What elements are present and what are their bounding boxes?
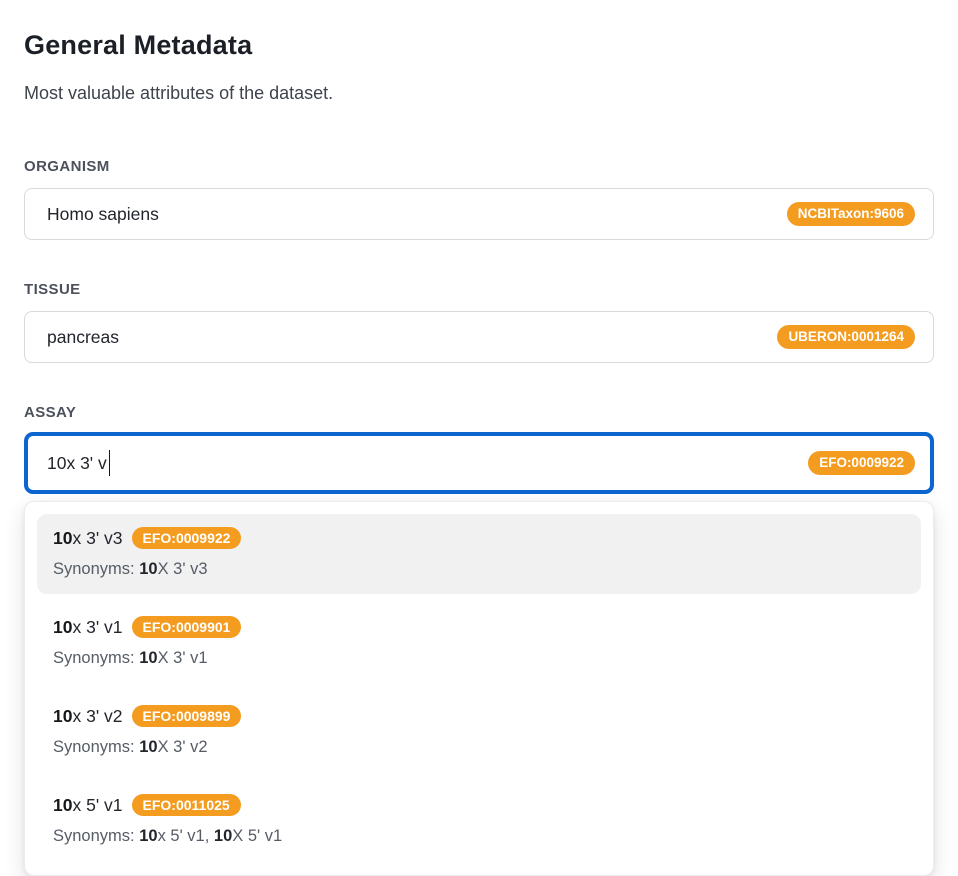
organism-input[interactable]: Homo sapiens NCBITaxon:9606 bbox=[24, 188, 934, 240]
ontology-id-badge: EFO:0009922 bbox=[131, 527, 242, 549]
tissue-value: pancreas bbox=[47, 326, 119, 347]
assay-field-label: ASSAY bbox=[24, 404, 77, 421]
ontology-id-badge: EFO:0009901 bbox=[131, 616, 242, 638]
tissue-field-group: TISSUE pancreas UBERON:0001264 bbox=[24, 281, 934, 363]
assay-value-wrap: 10x 3' v bbox=[47, 450, 111, 476]
suggestion-term: 10x 3' v3 bbox=[53, 528, 123, 548]
organism-field-label: ORGANISM bbox=[24, 158, 110, 175]
suggestion-option-10x-3-v2[interactable]: 10x 3' v2 EFO:0009899 Synonyms: 10X 3' v… bbox=[37, 692, 921, 772]
suggestion-synonyms: Synonyms: 10X 3' v3 bbox=[53, 560, 208, 578]
assay-input[interactable]: 10x 3' v EFO:0009922 bbox=[24, 432, 934, 494]
organism-ontology-id-badge: NCBITaxon:9606 bbox=[786, 202, 915, 226]
tissue-ontology-id-badge: UBERON:0001264 bbox=[777, 325, 915, 349]
assay-ontology-id-badge: EFO:0009922 bbox=[808, 451, 915, 475]
assay-field-group: ASSAY 10x 3' v EFO:0009922 10x 3' v3 EFO… bbox=[24, 404, 934, 876]
ontology-id-badge: EFO:0011025 bbox=[131, 794, 241, 816]
ontology-id-badge: EFO:0009899 bbox=[131, 705, 242, 727]
assay-suggestions-dropdown: 10x 3' v3 EFO:0009922 Synonyms: 10X 3' v… bbox=[24, 501, 934, 876]
suggestion-option-10x-3-v1[interactable]: 10x 3' v1 EFO:0009901 Synonyms: 10X 3' v… bbox=[37, 603, 921, 683]
suggestion-synonyms: Synonyms: 10X 3' v2 bbox=[53, 738, 208, 756]
suggestion-title: 10x 3' v1 EFO:0009901 bbox=[53, 616, 905, 638]
organism-field-group: ORGANISM Homo sapiens NCBITaxon:9606 bbox=[24, 158, 934, 240]
suggestion-title: 10x 3' v2 EFO:0009899 bbox=[53, 705, 905, 727]
suggestion-title: 10x 3' v3 EFO:0009922 bbox=[53, 527, 905, 549]
tissue-field-label: TISSUE bbox=[24, 281, 81, 298]
suggestion-synonyms: Synonyms: 10X 3' v1 bbox=[53, 649, 208, 667]
suggestion-option-10x-5-v1[interactable]: 10x 5' v1 EFO:0011025 Synonyms: 10x 5' v… bbox=[37, 781, 921, 861]
suggestion-term: 10x 5' v1 bbox=[53, 795, 123, 815]
page-subtitle: Most valuable attributes of the dataset. bbox=[24, 83, 334, 103]
tissue-input[interactable]: pancreas UBERON:0001264 bbox=[24, 311, 934, 363]
page-title: General Metadata bbox=[24, 30, 253, 60]
suggestion-option-10x-3-v3[interactable]: 10x 3' v3 EFO:0009922 Synonyms: 10X 3' v… bbox=[37, 514, 921, 594]
text-caret bbox=[108, 450, 111, 476]
assay-value: 10x 3' v bbox=[47, 452, 107, 473]
suggestion-title: 10x 5' v1 EFO:0011025 bbox=[53, 794, 905, 816]
suggestion-term: 10x 3' v1 bbox=[53, 617, 123, 637]
suggestion-synonyms: Synonyms: 10x 5' v1, 10X 5' v1 bbox=[53, 827, 283, 845]
suggestion-term: 10x 3' v2 bbox=[53, 706, 123, 726]
organism-value: Homo sapiens bbox=[47, 203, 159, 224]
